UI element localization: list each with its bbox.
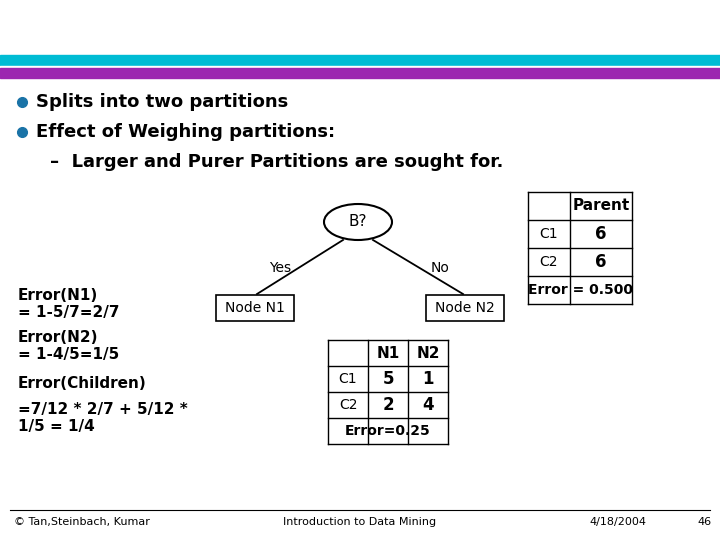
- Text: 1/5 = 1/4: 1/5 = 1/4: [18, 419, 95, 434]
- Text: –  Larger and Purer Partitions are sought for.: – Larger and Purer Partitions are sought…: [50, 153, 503, 171]
- Text: 2: 2: [382, 396, 394, 414]
- Text: 4: 4: [422, 396, 434, 414]
- Text: =7/12 * 2/7 + 5/12 *: =7/12 * 2/7 + 5/12 *: [18, 402, 188, 417]
- Bar: [0, 55, 720, 65]
- Text: Yes: Yes: [269, 261, 291, 275]
- Text: No: No: [431, 261, 449, 275]
- Bar: [426, 295, 504, 321]
- Bar: [0, 66, 720, 68]
- Text: = 1-5/7=2/7: = 1-5/7=2/7: [18, 305, 120, 320]
- Text: Error=0.25: Error=0.25: [345, 424, 431, 438]
- Text: 46: 46: [698, 517, 712, 527]
- Text: 6: 6: [595, 225, 607, 243]
- Text: C1: C1: [338, 372, 357, 386]
- Text: Error(Children): Error(Children): [18, 376, 147, 391]
- Text: Effect of Weighing partitions:: Effect of Weighing partitions:: [36, 123, 335, 141]
- Text: N2: N2: [416, 346, 440, 361]
- Text: = 1-4/5=1/5: = 1-4/5=1/5: [18, 347, 120, 362]
- Text: Parent: Parent: [572, 199, 629, 213]
- Text: C2: C2: [338, 398, 357, 412]
- Text: C2: C2: [540, 255, 558, 269]
- Text: Splits into two partitions: Splits into two partitions: [36, 93, 288, 111]
- Text: Node N1: Node N1: [225, 301, 285, 315]
- Text: C1: C1: [540, 227, 558, 241]
- Text: N1: N1: [377, 346, 400, 361]
- Text: Introduction to Data Mining: Introduction to Data Mining: [284, 517, 436, 527]
- Text: B?: B?: [348, 214, 367, 230]
- Bar: [0, 68, 720, 78]
- Bar: [216, 295, 294, 321]
- Text: Error = 0.500: Error = 0.500: [528, 283, 632, 297]
- Text: 1: 1: [422, 370, 433, 388]
- Text: © Tan,Steinbach, Kumar: © Tan,Steinbach, Kumar: [14, 517, 150, 527]
- Text: 5: 5: [382, 370, 394, 388]
- Text: Error(N2): Error(N2): [18, 330, 99, 345]
- Text: 6: 6: [595, 253, 607, 271]
- Text: Node N2: Node N2: [435, 301, 495, 315]
- Text: 4/18/2004: 4/18/2004: [590, 517, 647, 527]
- Text: Error(N1): Error(N1): [18, 288, 98, 303]
